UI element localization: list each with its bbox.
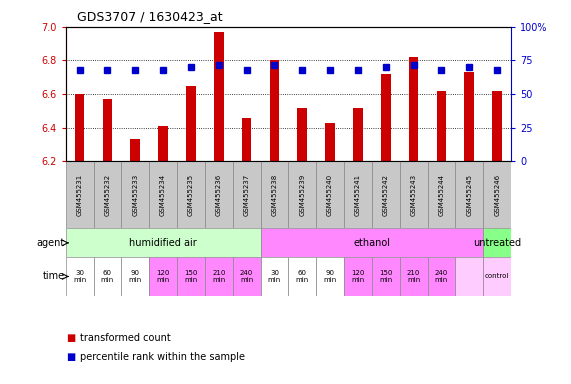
Text: 210
min: 210 min — [212, 270, 226, 283]
Bar — [483, 257, 511, 296]
Text: 30
min: 30 min — [73, 270, 86, 283]
Text: GSM455244: GSM455244 — [439, 174, 444, 216]
Bar — [205, 257, 233, 296]
Bar — [233, 161, 260, 228]
Bar — [409, 57, 419, 161]
Text: control: control — [485, 273, 509, 280]
Bar — [149, 257, 177, 296]
Bar — [288, 161, 316, 228]
Bar — [270, 61, 279, 161]
Text: percentile rank within the sample: percentile rank within the sample — [80, 352, 245, 362]
Text: GSM455246: GSM455246 — [494, 174, 500, 216]
Text: 120
min: 120 min — [351, 270, 365, 283]
Text: GSM455231: GSM455231 — [77, 174, 83, 216]
Bar — [75, 94, 85, 161]
Text: time: time — [43, 271, 65, 281]
Text: untreated: untreated — [473, 238, 521, 248]
Text: GSM455240: GSM455240 — [327, 174, 333, 216]
Bar — [122, 161, 149, 228]
Text: GSM455232: GSM455232 — [104, 174, 110, 216]
Bar — [288, 257, 316, 296]
Bar — [66, 161, 94, 228]
Text: ethanol: ethanol — [353, 238, 391, 248]
Text: 210
min: 210 min — [407, 270, 420, 283]
Bar — [400, 257, 428, 296]
Text: GSM455233: GSM455233 — [132, 174, 138, 216]
Text: 90
min: 90 min — [128, 270, 142, 283]
Bar — [158, 126, 168, 161]
Text: agent: agent — [37, 238, 65, 248]
Text: 150
min: 150 min — [184, 270, 198, 283]
Bar — [177, 257, 205, 296]
Text: GSM455234: GSM455234 — [160, 174, 166, 216]
Bar — [456, 161, 483, 228]
Text: GSM455239: GSM455239 — [299, 174, 305, 216]
Bar — [242, 118, 251, 161]
Bar — [344, 257, 372, 296]
Text: 150
min: 150 min — [379, 270, 392, 283]
Bar — [94, 161, 122, 228]
Text: GSM455235: GSM455235 — [188, 174, 194, 216]
Bar — [464, 72, 474, 161]
Bar — [186, 86, 196, 161]
Bar — [103, 99, 112, 161]
Bar — [66, 228, 260, 257]
Bar — [428, 257, 456, 296]
Bar — [205, 161, 233, 228]
Bar — [483, 161, 511, 228]
Text: humidified air: humidified air — [129, 238, 197, 248]
Bar — [130, 139, 140, 161]
Bar — [297, 108, 307, 161]
Text: 240
min: 240 min — [240, 270, 253, 283]
Bar — [233, 257, 260, 296]
Bar — [149, 161, 177, 228]
Text: GSM455245: GSM455245 — [467, 174, 472, 216]
Bar — [316, 161, 344, 228]
Bar — [260, 228, 483, 257]
Text: GSM455238: GSM455238 — [271, 174, 278, 216]
Text: 240
min: 240 min — [435, 270, 448, 283]
Text: GDS3707 / 1630423_at: GDS3707 / 1630423_at — [77, 10, 223, 23]
Bar — [437, 91, 447, 161]
Bar — [456, 257, 483, 296]
Bar — [214, 32, 224, 161]
Bar — [316, 257, 344, 296]
Bar — [353, 108, 363, 161]
Bar — [372, 161, 400, 228]
Bar — [325, 122, 335, 161]
Bar — [483, 228, 511, 257]
Bar — [66, 257, 94, 296]
Text: GSM455243: GSM455243 — [411, 174, 417, 216]
Bar — [428, 161, 456, 228]
Bar — [492, 91, 502, 161]
Text: GSM455236: GSM455236 — [216, 174, 222, 216]
Bar — [122, 257, 149, 296]
Text: GSM455241: GSM455241 — [355, 174, 361, 216]
Bar — [260, 257, 288, 296]
Bar — [260, 161, 288, 228]
Text: GSM455242: GSM455242 — [383, 174, 389, 216]
Bar — [94, 257, 122, 296]
Text: 120
min: 120 min — [156, 270, 170, 283]
Bar — [344, 161, 372, 228]
Text: GSM455237: GSM455237 — [244, 174, 250, 216]
Text: transformed count: transformed count — [80, 333, 171, 343]
Text: ■: ■ — [66, 352, 75, 362]
Text: 30
min: 30 min — [268, 270, 281, 283]
Bar — [400, 161, 428, 228]
Text: 60
min: 60 min — [101, 270, 114, 283]
Text: 90
min: 90 min — [324, 270, 337, 283]
Text: 60
min: 60 min — [296, 270, 309, 283]
Bar — [177, 161, 205, 228]
Bar — [372, 257, 400, 296]
Bar — [381, 74, 391, 161]
Text: ■: ■ — [66, 333, 75, 343]
